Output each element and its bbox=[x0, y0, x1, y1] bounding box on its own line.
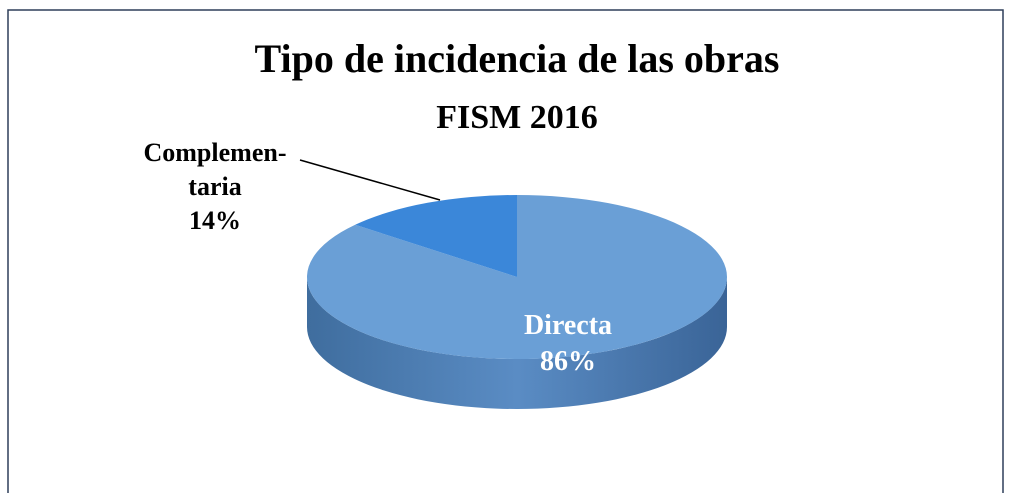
chart-subtitle: FISM 2016 bbox=[436, 99, 598, 136]
slice-label: Complemen-taria 14% bbox=[120, 136, 310, 237]
slice-label: Directa 86% bbox=[503, 308, 633, 381]
value-label: 86% bbox=[540, 346, 596, 378]
chart-title: Tipo de incidencia de las obras bbox=[255, 36, 780, 81]
value-label: 14% bbox=[189, 205, 241, 235]
category-label: Directa bbox=[523, 310, 613, 341]
pie-slice bbox=[355, 195, 517, 277]
pie-side bbox=[307, 277, 727, 409]
leader-line bbox=[299, 159, 441, 201]
category-label: Complemen-taria bbox=[143, 138, 287, 201]
frame bbox=[7, 9, 1004, 493]
